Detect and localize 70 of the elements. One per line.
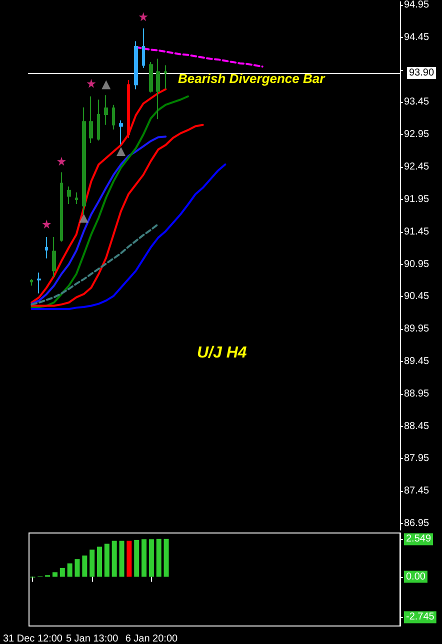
x-tick-label: 31 Dec 12:00: [2, 634, 63, 644]
y-tick-label: 91.95: [404, 194, 430, 205]
candlestick: [75, 192, 78, 204]
candlestick: [89, 96, 93, 144]
y-tick-label: 92.95: [404, 129, 430, 140]
y-tick-label: 90.45: [404, 291, 430, 302]
candlestick: [60, 172, 63, 242]
bar: [104, 544, 110, 577]
annotation: Bearish Divergence Bar: [178, 71, 326, 86]
bar: [67, 563, 72, 577]
y-tick-label: 87.95: [404, 453, 430, 464]
bar: [126, 540, 132, 577]
bar: [164, 538, 169, 577]
y-tick-label: -2.745: [406, 612, 435, 623]
line-series: [30, 95, 189, 308]
bar: [60, 568, 65, 577]
line-series: [30, 223, 160, 306]
y-tick-label: 89.95: [404, 324, 430, 335]
bar: [97, 546, 102, 577]
y-tick-label: 87.45: [404, 486, 430, 497]
text: U/J H4: [197, 344, 247, 362]
candlestick: [156, 58, 160, 120]
candlestick: [97, 99, 100, 141]
bar: [156, 538, 162, 577]
y-tick-label: 88.95: [404, 388, 430, 400]
candlestick: [112, 104, 115, 130]
ref-line-label: 93.90: [409, 68, 434, 79]
bar: [74, 559, 80, 577]
candlestick: [82, 106, 86, 215]
bar: [142, 539, 147, 577]
candlestick: [52, 236, 56, 278]
point: [102, 80, 111, 90]
y-tick-label: 92.45: [404, 162, 430, 173]
bar: [82, 556, 88, 577]
point: [116, 146, 126, 156]
bar: [90, 550, 95, 577]
bar: [134, 540, 140, 577]
y-tick-label: 0.00: [406, 571, 426, 582]
y-tick-label: 2.549: [406, 534, 432, 545]
candlestick: [149, 62, 153, 93]
point: [56, 156, 66, 166]
candlestick: [142, 28, 145, 68]
candlestick: [164, 64, 167, 90]
bar: [119, 540, 124, 577]
y-tick-label: 91.45: [404, 226, 430, 238]
bar: [52, 572, 58, 577]
y-tick-label: 88.45: [404, 420, 430, 432]
y-tick-label: 86.95: [404, 518, 430, 530]
candlestick: [30, 278, 33, 286]
y-tick-label: 94.95: [404, 0, 430, 10]
y-tick-label: 89.45: [404, 356, 430, 367]
x-tick-label: 5 Jan 13:00: [66, 634, 119, 644]
line-series: [30, 136, 167, 305]
candlestick: [37, 272, 41, 294]
x-tick-label: 6 Jan 20:00: [125, 634, 178, 644]
candlestick: [119, 120, 123, 145]
y-tick-label: 94.45: [404, 32, 430, 43]
line-series: [30, 163, 226, 310]
candlestick: [104, 94, 108, 126]
point: [138, 12, 148, 22]
candlestick: [67, 186, 71, 204]
point: [79, 214, 88, 223]
point: [86, 78, 96, 88]
candlestick: [45, 236, 48, 259]
y-tick-label: 93.45: [404, 96, 430, 108]
point: [42, 220, 52, 229]
bar: [148, 539, 154, 577]
y-tick-label: 90.95: [404, 258, 430, 270]
bar: [112, 540, 117, 577]
candlestick: [134, 40, 138, 90]
